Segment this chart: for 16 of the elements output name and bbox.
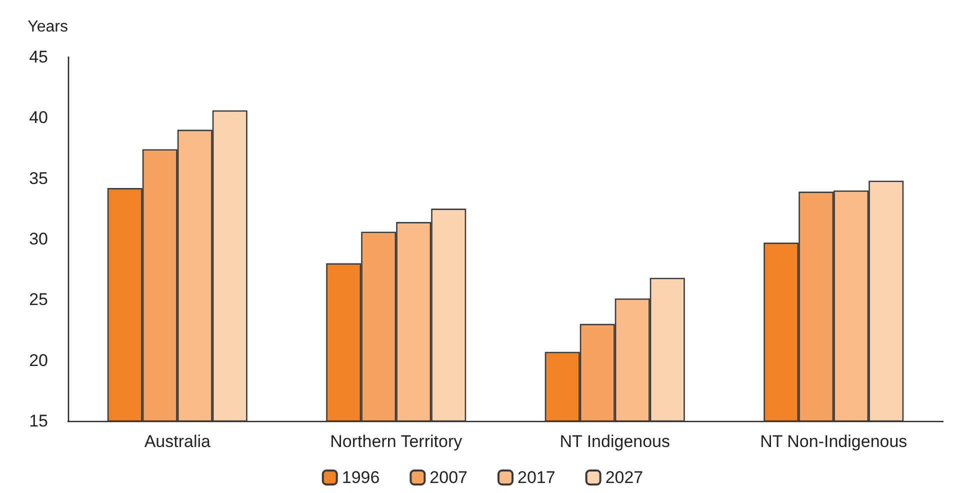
y-tick-label: 20 [29,350,48,370]
x-tick-label: Northern Territory [330,432,463,451]
legend-label: 2027 [605,468,644,487]
y-tick-label: 35 [29,168,48,188]
x-tick-label: NT Non-Indigenous [760,432,908,451]
x-tick-label: NT Indigenous [560,432,670,451]
y-axis-title: Years [28,18,68,36]
y-tick-label: 15 [29,412,48,430]
y-tick-label: 40 [29,108,48,128]
legend-label: 1996 [342,468,380,487]
legend-label: 2007 [430,468,468,487]
y-tick-label: 25 [29,290,48,310]
y-tick-label: 45 [29,48,48,66]
x-tick-label: Australia [144,432,211,451]
y-tick-label: 30 [29,230,48,248]
legend-label: 2017 [518,468,556,487]
